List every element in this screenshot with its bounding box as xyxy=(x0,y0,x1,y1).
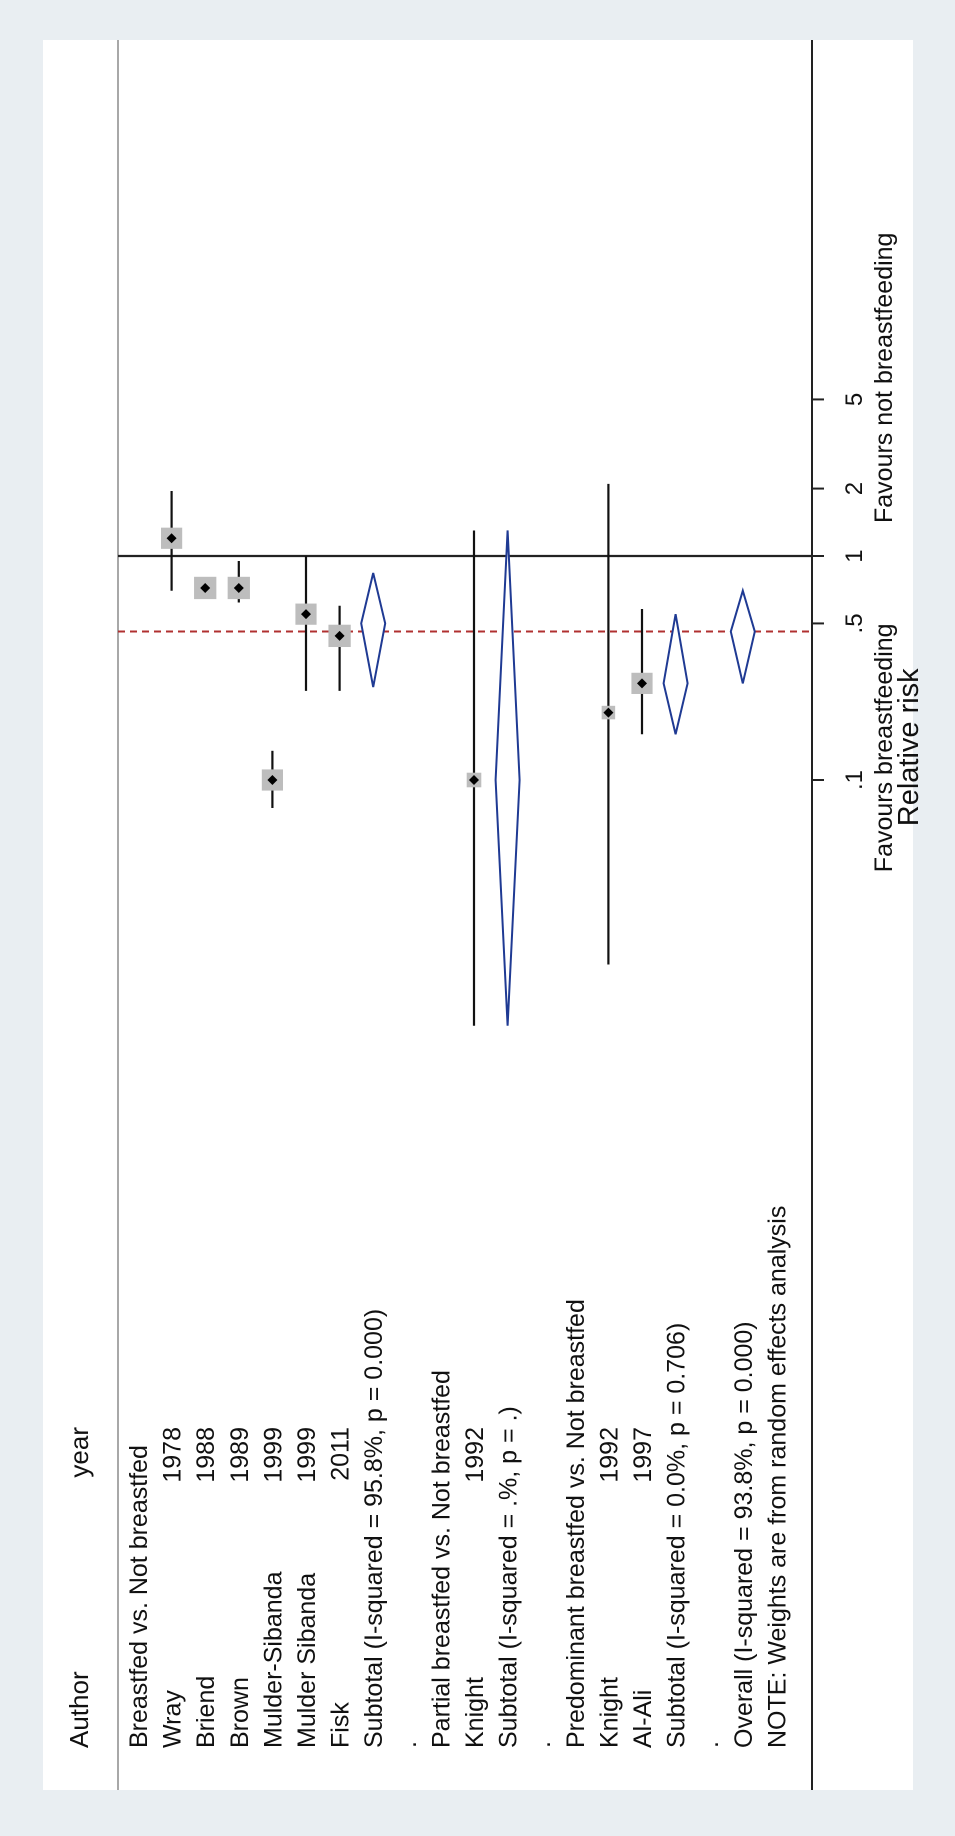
row-label: Subtotal (I-squared = 0.0%, p = 0.706) xyxy=(663,1323,691,1748)
row-label: Subtotal (I-squared = .%, p = .) xyxy=(495,1406,523,1748)
x-tick-label: .5 xyxy=(841,613,868,633)
row-label: Predominant breastfed vs. Not breastfed xyxy=(562,1299,590,1748)
study-year: 1978 xyxy=(159,1427,187,1483)
point-estimate xyxy=(603,707,614,718)
subtotal-diamond xyxy=(360,572,387,688)
point-estimate xyxy=(200,582,211,593)
header-year: year xyxy=(64,1427,94,1478)
study-year: 1988 xyxy=(192,1427,220,1483)
point-estimate xyxy=(267,775,278,785)
header-author: Author xyxy=(64,1671,94,1748)
point-estimate xyxy=(469,775,479,785)
rotated-plot-group: .1 .5 1 2 5 Favours breastfeeding Favours not … xyxy=(64,40,925,1790)
plot-panel xyxy=(43,40,913,1790)
study-author: Briend xyxy=(192,1676,220,1748)
study-year: 1992 xyxy=(595,1427,623,1483)
x-tick-label: 2 xyxy=(841,482,868,495)
study-author: Fisk xyxy=(327,1702,355,1748)
x-axis-title: Relative risk xyxy=(893,668,925,826)
row-label: . xyxy=(394,1741,422,1748)
row-label: Partial breastfed vs. Not breastfed xyxy=(427,1370,455,1748)
study-year: 1997 xyxy=(629,1427,657,1483)
x-tick-label: .1 xyxy=(841,770,868,790)
row-label: Overall (I-squared = 93.8%, p = 0.000) xyxy=(730,1321,758,1748)
study-year: 2011 xyxy=(327,1427,355,1481)
study-year: 1992 xyxy=(461,1427,489,1483)
row-label: . xyxy=(528,1741,556,1748)
study-author: Knight xyxy=(595,1677,623,1748)
favours-left-label: Favours breastfeeding xyxy=(870,623,898,872)
favours-right-label: Favours not breastfeeding xyxy=(870,233,898,523)
point-estimate xyxy=(166,533,177,544)
row-label: Breastfed vs. Not breastfed xyxy=(125,1445,153,1748)
point-estimate xyxy=(301,609,311,620)
subtotal-diamond xyxy=(494,530,521,1026)
note-text: NOTE: Weights are from random effects an… xyxy=(763,1206,791,1748)
study-author: Wray xyxy=(159,1690,187,1748)
point-estimate xyxy=(334,630,345,641)
study-year: 1999 xyxy=(293,1427,321,1483)
point-estimate xyxy=(233,582,244,593)
point-estimate xyxy=(637,678,647,689)
study-author: Knight xyxy=(461,1677,489,1748)
subtotal-diamond xyxy=(662,613,689,735)
study-year: 1989 xyxy=(226,1427,254,1483)
study-author: Mulder-Sibanda xyxy=(259,1571,287,1748)
row-label: . xyxy=(696,1741,724,1748)
x-tick-label: 1 xyxy=(841,549,868,562)
overall-diamond xyxy=(729,587,756,684)
x-tick-label: 5 xyxy=(841,393,868,406)
study-author: Al-Ali xyxy=(629,1690,657,1748)
study-author: Brown xyxy=(226,1677,254,1748)
row-label: Subtotal (I-squared = 95.8%, p = 0.000) xyxy=(360,1309,388,1748)
study-year: 1999 xyxy=(259,1427,287,1483)
study-author: Mulder Sibanda xyxy=(293,1573,321,1748)
